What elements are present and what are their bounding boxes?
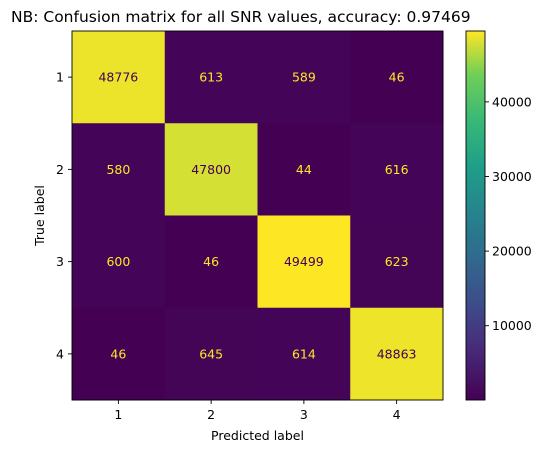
cell-value-label: 614 xyxy=(292,346,316,361)
cell-value-label: 645 xyxy=(199,346,223,361)
plot-frame xyxy=(71,30,444,401)
cell-value-label: 589 xyxy=(292,70,316,85)
cell-value-label: 46 xyxy=(203,254,219,269)
x-tick-label: 2 xyxy=(207,407,215,422)
cell-value-label: 580 xyxy=(106,162,130,177)
y-axis-ticks: 1 2 3 4 xyxy=(56,70,72,361)
matrix-cell xyxy=(257,31,351,124)
cell-value-label: 44 xyxy=(296,162,312,177)
matrix-cell xyxy=(72,215,166,309)
colorbar-tick-label: 20000 xyxy=(492,244,532,259)
colorbar-tick-label: 10000 xyxy=(492,318,532,333)
y-tick-label: 3 xyxy=(56,254,64,269)
matrix-cell xyxy=(72,31,166,124)
cell-value-label: 49499 xyxy=(284,254,324,269)
cell-value-label: 616 xyxy=(385,162,409,177)
matrix-cell xyxy=(257,215,351,309)
y-axis-label: True label xyxy=(32,185,47,247)
y-tick-label: 4 xyxy=(56,346,64,361)
y-tick-label: 1 xyxy=(56,70,64,85)
matrix-cell xyxy=(257,123,351,216)
matrix-cell-labels: 48776 613 589 46 580 47800 44 616 600 46 49499 623 4… xyxy=(98,70,416,362)
matrix-cell xyxy=(257,307,351,401)
matrix-cell xyxy=(164,31,258,124)
cell-value-label: 48863 xyxy=(377,346,417,361)
matrix-cell xyxy=(72,307,166,401)
x-tick-label: 3 xyxy=(300,407,308,422)
matrix-cell xyxy=(350,307,444,401)
x-tick-label: 4 xyxy=(393,407,401,422)
cell-value-label: 613 xyxy=(199,70,223,85)
cell-value-label: 46 xyxy=(389,70,405,85)
matrix-cell xyxy=(164,307,258,401)
x-axis-ticks: 1 2 3 4 xyxy=(114,400,401,422)
matrix-cell xyxy=(164,215,258,309)
colorbar-ticks: 10000 20000 30000 40000 xyxy=(485,94,532,333)
matrix-cell xyxy=(164,123,258,216)
x-axis-label: Predicted label xyxy=(211,428,304,443)
chart-title: NB: Confusion matrix for all SNR values,… xyxy=(11,8,471,26)
matrix-cell xyxy=(350,31,444,124)
matrix-cell xyxy=(72,123,166,216)
cell-value-label: 600 xyxy=(106,254,130,269)
y-tick-label: 2 xyxy=(56,162,64,177)
colorbar-tick-label: 30000 xyxy=(492,169,532,184)
cell-value-label: 623 xyxy=(385,254,409,269)
matrix-cell xyxy=(350,123,444,216)
matrix-cell xyxy=(350,215,444,309)
cell-value-label: 47800 xyxy=(191,162,231,177)
colorbar xyxy=(465,30,486,401)
colorbar-tick-label: 40000 xyxy=(492,94,532,109)
cell-value-label: 48776 xyxy=(98,70,138,85)
cell-value-label: 46 xyxy=(110,346,126,361)
matrix-cells xyxy=(72,31,444,401)
x-tick-label: 1 xyxy=(114,407,122,422)
